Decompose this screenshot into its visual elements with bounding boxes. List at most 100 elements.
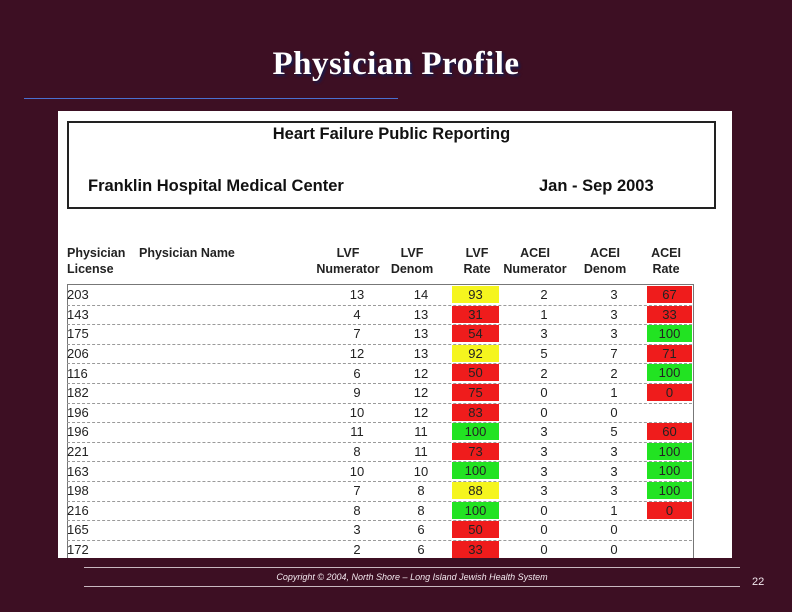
acei-rate-cell: 71 bbox=[647, 345, 692, 362]
report-period: Jan - Sep 2003 bbox=[539, 177, 654, 196]
report-header-box: Heart Failure Public Reporting Franklin … bbox=[67, 121, 716, 209]
physician-license: 163 bbox=[67, 461, 107, 481]
acei-rate-cell: 60 bbox=[647, 423, 692, 440]
table-row: 165 3 6 0 0 50 bbox=[67, 520, 692, 541]
physician-license: 182 bbox=[67, 383, 107, 403]
lvf-den-cell: 12 bbox=[394, 403, 448, 423]
acei-num-cell: 0 bbox=[509, 540, 579, 558]
acei-num-cell: 1 bbox=[509, 305, 579, 325]
acei-num-cell: 3 bbox=[509, 442, 579, 462]
acei-rate-cell: 0 bbox=[647, 384, 692, 401]
header-acei-rate: ACEI Rate bbox=[642, 245, 690, 277]
acei-num-cell: 0 bbox=[509, 501, 579, 521]
physician-license: 216 bbox=[67, 501, 107, 521]
header-lvf-rate: LVF Rate bbox=[452, 245, 502, 277]
lvf-num-cell: 11 bbox=[322, 422, 392, 442]
physician-license: 116 bbox=[67, 363, 107, 383]
page-number: 22 bbox=[752, 576, 764, 588]
table-row: 216 8 8 0 1 100 0 bbox=[67, 501, 692, 522]
acei-num-cell: 3 bbox=[509, 324, 579, 344]
lvf-num-cell: 9 bbox=[322, 383, 392, 403]
header-physician-name: Physician Name bbox=[139, 245, 235, 261]
lvf-den-cell: 6 bbox=[394, 520, 448, 540]
table-row: 196 11 11 3 5 100 60 bbox=[67, 422, 692, 443]
lvf-num-cell: 7 bbox=[322, 481, 392, 501]
lvf-num-cell: 7 bbox=[322, 324, 392, 344]
lvf-rate-cell: 100 bbox=[452, 423, 499, 440]
report-title: Heart Failure Public Reporting bbox=[69, 125, 714, 144]
acei-rate-cell: 100 bbox=[647, 462, 692, 479]
lvf-rate-cell: 100 bbox=[452, 502, 499, 519]
table-row: 196 10 12 0 0 83 bbox=[67, 403, 692, 424]
lvf-num-cell: 8 bbox=[322, 442, 392, 462]
header-acei-numerator: ACEI Numerator bbox=[500, 245, 570, 277]
physician-license: 143 bbox=[67, 305, 107, 325]
acei-den-cell: 3 bbox=[587, 324, 641, 344]
acei-num-cell: 0 bbox=[509, 383, 579, 403]
physician-license: 165 bbox=[67, 520, 107, 540]
acei-num-cell: 2 bbox=[509, 363, 579, 383]
hospital-name: Franklin Hospital Medical Center bbox=[88, 177, 344, 196]
acei-num-cell: 5 bbox=[509, 344, 579, 364]
acei-rate-cell: 67 bbox=[647, 286, 692, 303]
acei-num-cell: 2 bbox=[509, 285, 579, 305]
lvf-den-cell: 13 bbox=[394, 305, 448, 325]
physician-license: 221 bbox=[67, 442, 107, 462]
header-lvf-numerator: LVF Numerator bbox=[313, 245, 383, 277]
acei-den-cell: 0 bbox=[587, 403, 641, 423]
header-lvf-denom: LVF Denom bbox=[385, 245, 439, 277]
acei-rate-cell: 33 bbox=[647, 306, 692, 323]
lvf-rate-cell: 88 bbox=[452, 482, 499, 499]
slide-title: Physician Profile bbox=[0, 46, 792, 83]
lvf-num-cell: 10 bbox=[322, 403, 392, 423]
physician-license: 196 bbox=[67, 403, 107, 423]
table-row: 198 7 8 3 3 88 100 bbox=[67, 481, 692, 502]
table-row: 221 8 11 3 3 73 100 bbox=[67, 442, 692, 463]
lvf-den-cell: 14 bbox=[394, 285, 448, 305]
acei-den-cell: 3 bbox=[587, 442, 641, 462]
physician-license: 198 bbox=[67, 481, 107, 501]
copyright-notice: Copyright © 2004, North Shore – Long Isl… bbox=[84, 572, 740, 582]
lvf-rate-cell: 50 bbox=[452, 364, 499, 381]
lvf-num-cell: 13 bbox=[322, 285, 392, 305]
lvf-rate-cell: 33 bbox=[452, 541, 499, 558]
acei-den-cell: 1 bbox=[587, 383, 641, 403]
acei-num-cell: 3 bbox=[509, 461, 579, 481]
acei-rate-cell: 0 bbox=[647, 502, 692, 519]
acei-rate-cell: 100 bbox=[647, 325, 692, 342]
lvf-num-cell: 6 bbox=[322, 363, 392, 383]
physician-license: 206 bbox=[67, 344, 107, 364]
acei-den-cell: 1 bbox=[587, 501, 641, 521]
acei-den-cell: 3 bbox=[587, 285, 641, 305]
acei-rate-cell bbox=[647, 404, 692, 421]
lvf-den-cell: 8 bbox=[394, 501, 448, 521]
lvf-num-cell: 2 bbox=[322, 540, 392, 558]
lvf-rate-cell: 73 bbox=[452, 443, 499, 460]
lvf-den-cell: 12 bbox=[394, 383, 448, 403]
acei-num-cell: 3 bbox=[509, 422, 579, 442]
lvf-den-cell: 12 bbox=[394, 363, 448, 383]
table-row: 203 13 14 2 3 93 67 bbox=[67, 285, 692, 306]
acei-rate-cell: 100 bbox=[647, 443, 692, 460]
table-row: 172 2 6 0 0 33 bbox=[67, 540, 692, 558]
acei-den-cell: 2 bbox=[587, 363, 641, 383]
acei-den-cell: 3 bbox=[587, 305, 641, 325]
acei-num-cell: 0 bbox=[509, 520, 579, 540]
lvf-rate-cell: 83 bbox=[452, 404, 499, 421]
lvf-num-cell: 8 bbox=[322, 501, 392, 521]
acei-num-cell: 0 bbox=[509, 403, 579, 423]
physician-license: 196 bbox=[67, 422, 107, 442]
footer-rule-top bbox=[84, 567, 740, 568]
lvf-rate-cell: 50 bbox=[452, 521, 499, 538]
acei-rate-cell: 100 bbox=[647, 482, 692, 499]
report-document: Heart Failure Public Reporting Franklin … bbox=[58, 111, 732, 558]
acei-den-cell: 5 bbox=[587, 422, 641, 442]
table-row: 163 10 10 3 3 100 100 bbox=[67, 461, 692, 482]
lvf-rate-cell: 92 bbox=[452, 345, 499, 362]
header-physician-license: Physician License bbox=[67, 245, 125, 277]
lvf-rate-cell: 100 bbox=[452, 462, 499, 479]
table-row: 116 6 12 2 2 50 100 bbox=[67, 363, 692, 384]
lvf-num-cell: 10 bbox=[322, 461, 392, 481]
lvf-den-cell: 11 bbox=[394, 442, 448, 462]
table-row: 206 12 13 5 7 92 71 bbox=[67, 344, 692, 365]
